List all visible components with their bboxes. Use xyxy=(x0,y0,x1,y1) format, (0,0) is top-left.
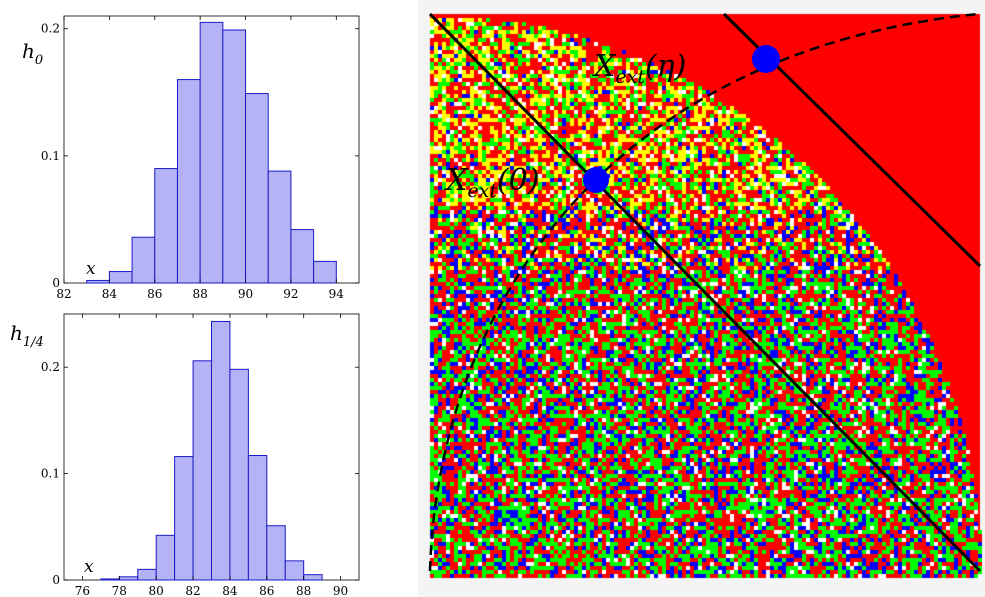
diagonal-line-left xyxy=(428,12,982,573)
histogram-bar xyxy=(100,578,120,581)
x-tick-label: 88 xyxy=(296,584,311,597)
h-quarter-ylabel: h1/4 xyxy=(10,321,44,350)
histogram-bar xyxy=(313,260,337,284)
label-xext-0: Xext(0) xyxy=(444,163,539,202)
histogram-bar xyxy=(222,29,247,284)
histogram-bar xyxy=(284,560,305,581)
h0-bars xyxy=(86,21,337,284)
heatmap-panel: Xext(0) Xext(η) xyxy=(418,0,985,597)
marker-xext-eta xyxy=(752,45,780,73)
histogram-bar xyxy=(199,21,224,284)
histogram-bar xyxy=(176,79,201,284)
y-tick-label: 0.1 xyxy=(41,149,60,163)
x-tick-label: 84 xyxy=(222,584,238,597)
x-tick-label: 86 xyxy=(259,584,274,597)
histogram-bar xyxy=(290,229,315,284)
x-tick-label: 78 xyxy=(112,584,127,597)
x-tick-label: 92 xyxy=(283,287,298,301)
x-tick-label: 76 xyxy=(75,584,90,597)
histogram-bar xyxy=(245,93,269,284)
label-xext-eta: Xext(η) xyxy=(592,49,686,88)
x-tick-label: 90 xyxy=(238,287,253,301)
histogram-bar xyxy=(267,170,292,284)
histogram-bar xyxy=(247,455,268,581)
histogram-bar xyxy=(118,576,139,581)
h0-ylabel: h0 xyxy=(22,39,43,68)
h0-x-annotation: x xyxy=(86,259,96,279)
h-quarter-axes: 76 78 80 82 84 86 88 90 0 0.1 0.2 xyxy=(41,314,359,597)
x-tick-label: 84 xyxy=(102,287,118,301)
y-tick-label: 0 xyxy=(52,573,60,587)
histogram-bar xyxy=(86,279,110,284)
h-quarter-x-annotation: x xyxy=(84,557,94,577)
histogram-bar xyxy=(229,368,249,581)
x-tick-label: 86 xyxy=(147,287,162,301)
x-tick-label: 80 xyxy=(149,584,164,597)
boundary-dashed-curve xyxy=(428,12,979,572)
histogram-bar xyxy=(108,271,133,284)
histogram-bar xyxy=(303,574,323,581)
h-quarter-bars xyxy=(100,320,323,581)
histogram-bar xyxy=(154,168,178,284)
histogram-bar xyxy=(131,236,156,284)
h0-axes: 82 84 86 88 90 92 94 0 0.1 0.2 xyxy=(41,16,359,301)
histogram-bar xyxy=(174,456,194,581)
histogram-bar xyxy=(137,568,157,581)
histogram-h-quarter: 76 78 80 82 84 86 88 90 0 0.1 0.2 h1/4 x xyxy=(10,313,360,597)
x-tick-label: 94 xyxy=(329,287,345,301)
histogram-bar xyxy=(266,525,286,581)
y-tick-label: 0.2 xyxy=(41,360,60,374)
x-tick-label: 90 xyxy=(333,584,348,597)
x-tick-label: 82 xyxy=(56,287,71,301)
histogram-bar xyxy=(192,360,212,581)
heatmap-overlay: Xext(0) Xext(η) xyxy=(428,12,982,573)
x-tick-label: 88 xyxy=(193,287,208,301)
histogram-bar xyxy=(211,320,231,581)
histogram-h0: 82 84 86 88 90 92 94 0 0.1 0.2 h0 x xyxy=(22,15,360,301)
y-tick-label: 0.2 xyxy=(41,22,60,36)
marker-xext-0 xyxy=(583,167,609,193)
x-tick-label: 82 xyxy=(185,584,200,597)
y-tick-label: 0.1 xyxy=(41,467,60,481)
y-tick-label: 0 xyxy=(52,276,60,290)
histogram-bar xyxy=(155,534,176,581)
